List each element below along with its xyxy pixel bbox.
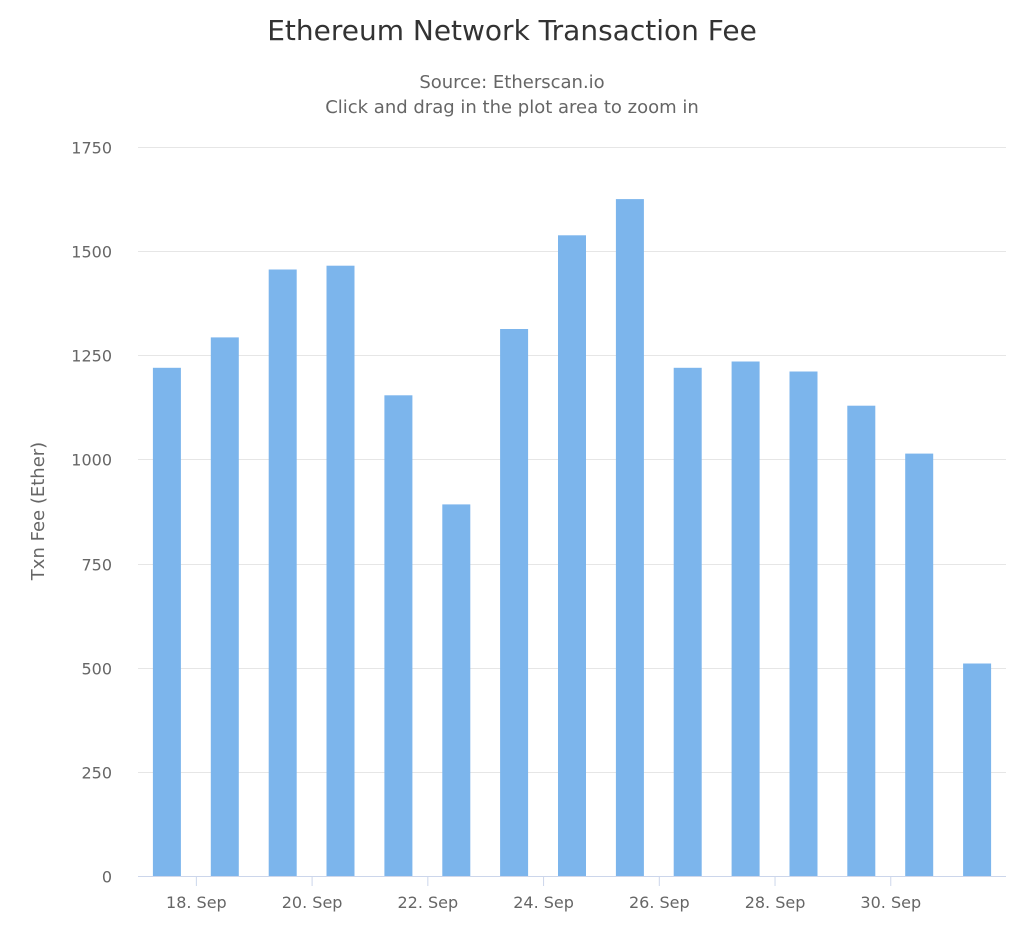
- bar[interactable]: [326, 265, 355, 876]
- y-tick-label: 1000: [71, 451, 112, 470]
- chart-title: Ethereum Network Transaction Fee: [267, 14, 757, 47]
- bar[interactable]: [615, 199, 644, 877]
- y-tick-label: 1500: [71, 243, 112, 262]
- x-tick-label: 20. Sep: [282, 893, 343, 912]
- bar[interactable]: [442, 504, 471, 876]
- bar[interactable]: [558, 235, 586, 877]
- x-tick-label: 26. Sep: [629, 893, 690, 912]
- bar[interactable]: [789, 371, 818, 877]
- chart-subtitle-zoom-hint: Click and drag in the plot area to zoom …: [325, 97, 699, 118]
- x-axis-ticks: 18. Sep 20. Sep 22. Sep 24. Sep 26. Sep 28. S…: [166, 876, 921, 912]
- bar[interactable]: [384, 395, 413, 876]
- bar[interactable]: [152, 367, 181, 876]
- bar[interactable]: [673, 367, 702, 876]
- bar-series: [152, 199, 992, 877]
- y-tick-label: 1750: [71, 139, 112, 158]
- bar[interactable]: [963, 663, 992, 877]
- bar[interactable]: [268, 269, 297, 877]
- x-tick-label: 22. Sep: [397, 893, 458, 912]
- bar[interactable]: [731, 361, 760, 877]
- bar[interactable]: [847, 405, 876, 876]
- x-tick-label: 18. Sep: [166, 893, 227, 912]
- y-tick-label: 500: [81, 660, 112, 679]
- y-tick-label: 1250: [71, 347, 112, 366]
- bar[interactable]: [500, 329, 529, 876]
- bar[interactable]: [905, 453, 934, 876]
- y-tick-label: 0: [102, 868, 112, 887]
- x-tick-label: 28. Sep: [745, 893, 806, 912]
- chart-subtitle-source: Source: Etherscan.io: [419, 72, 604, 93]
- y-axis-ticks: 0 250 500 750 1000 1250 1500 1750: [71, 139, 112, 887]
- y-tick-label: 750: [81, 556, 112, 575]
- y-axis-label: Txn Fee (Ether): [28, 442, 49, 581]
- y-tick-label: 250: [81, 764, 112, 783]
- x-tick-label: 30. Sep: [860, 893, 921, 912]
- x-tick-label: 24. Sep: [513, 893, 574, 912]
- bar[interactable]: [210, 337, 239, 876]
